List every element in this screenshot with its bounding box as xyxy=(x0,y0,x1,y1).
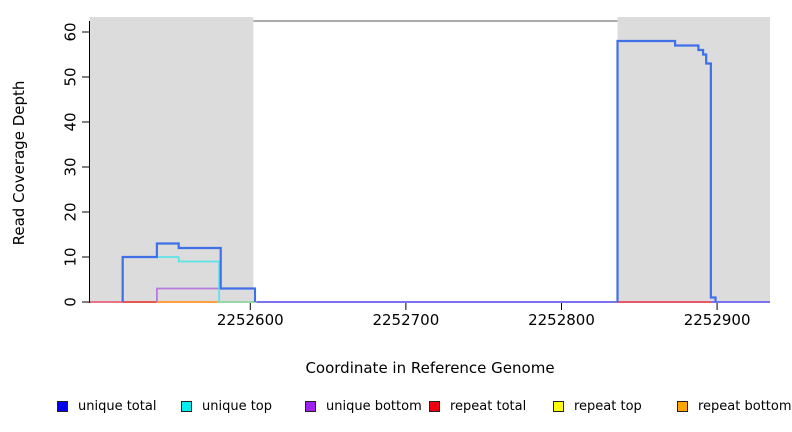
legend-label: repeat bottom xyxy=(698,399,792,414)
y-axis-title: Read Coverage Depth xyxy=(10,80,28,246)
legend-swatch xyxy=(57,401,68,412)
x-tick-label: 2252600 xyxy=(217,311,284,329)
y-tick-label: 30 xyxy=(61,157,79,176)
legend-item-unique-top: unique top xyxy=(181,399,272,414)
legend-item-repeat-top: repeat top xyxy=(553,399,642,414)
legend-item-repeat-total: repeat total xyxy=(429,399,526,414)
legend-label: repeat total xyxy=(450,399,527,414)
legend-item-unique-total: unique total xyxy=(57,399,156,414)
legend-label: unique top xyxy=(202,399,273,414)
y-tick-label: 20 xyxy=(61,202,79,221)
x-tick-label: 2252800 xyxy=(528,311,595,329)
y-tick-label: 10 xyxy=(61,247,79,266)
shaded-region xyxy=(617,17,770,302)
legend-swatch xyxy=(553,401,564,412)
legend-item-unique-bottom: unique bottom xyxy=(305,399,422,414)
x-tick-label: 2252700 xyxy=(372,311,439,329)
legend-item-repeat-bottom: repeat bottom xyxy=(677,399,792,414)
legend-label: repeat top xyxy=(574,399,642,414)
shaded-region xyxy=(90,17,254,302)
legend-swatch xyxy=(429,401,440,412)
legend-swatch xyxy=(305,401,316,412)
y-tick-label: 40 xyxy=(61,112,79,131)
x-axis-title: Coordinate in Reference Genome xyxy=(305,359,555,377)
y-tick-label: 60 xyxy=(61,22,79,41)
x-tick-label: 2252900 xyxy=(684,311,751,329)
legend-swatch xyxy=(677,401,688,412)
y-tick-label: 0 xyxy=(61,297,79,307)
legend-label: unique bottom xyxy=(326,399,422,414)
y-tick-label: 50 xyxy=(61,67,79,86)
legend-swatch xyxy=(181,401,192,412)
legend-label: unique total xyxy=(78,399,157,414)
chart-legend: unique total unique top unique bottom repea… xyxy=(0,399,792,421)
